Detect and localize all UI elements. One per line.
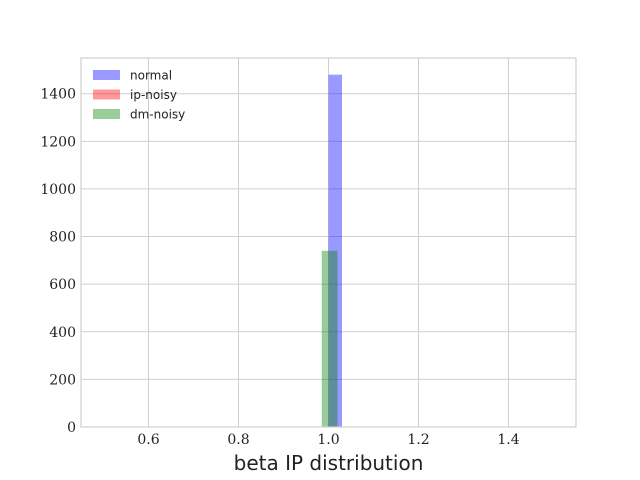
plot-frame xyxy=(80,57,577,428)
histogram-bar-dm-noisy xyxy=(321,250,338,427)
y-tick-label: 1400 xyxy=(40,87,76,103)
legend-swatch-normal xyxy=(93,70,120,80)
legend-label-normal: normal xyxy=(130,69,172,83)
histogram-bar-normal xyxy=(328,74,342,427)
y-tick-label: 1000 xyxy=(40,182,76,198)
legend-swatch-ip-noisy xyxy=(93,89,120,100)
legend: normal ip-noisy dm-noisy xyxy=(93,69,185,122)
y-tick-label: 800 xyxy=(49,230,76,246)
legend-label-dm-noisy: dm-noisy xyxy=(130,108,185,122)
y-tick-label: 400 xyxy=(49,325,76,341)
y-tick-label: 1200 xyxy=(40,134,76,150)
legend-label-ip-noisy: ip-noisy xyxy=(130,88,177,102)
legend-swatch-dm-noisy xyxy=(93,109,120,119)
histogram-bars xyxy=(321,74,342,427)
x-tick-label: 1.0 xyxy=(317,432,339,448)
y-tick-label: 0 xyxy=(67,420,76,436)
x-tick-label: 1.2 xyxy=(407,432,429,448)
x-axis-title: beta IP distribution xyxy=(234,451,424,475)
x-tick-label: 0.8 xyxy=(227,432,249,448)
x-tick-label: 1.4 xyxy=(497,432,519,448)
y-tick-label: 600 xyxy=(49,277,76,293)
y-tick-labels: 0 200 400 600 800 1000 1200 1400 xyxy=(40,87,76,436)
x-tick-labels: 0.6 0.8 1.0 1.2 1.4 xyxy=(137,432,519,448)
x-tick-label: 0.6 xyxy=(137,432,159,448)
y-tick-label: 200 xyxy=(49,372,76,388)
